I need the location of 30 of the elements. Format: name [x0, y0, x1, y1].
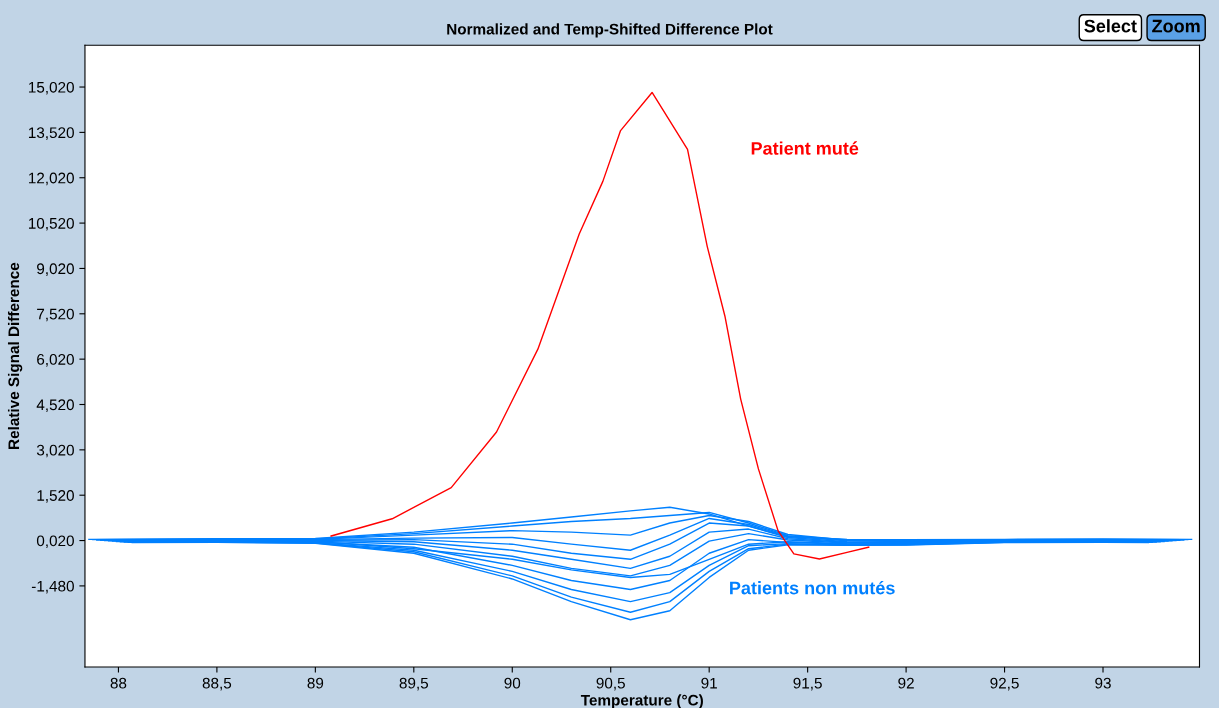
chart-title: Normalized and Temp-Shifted Difference Plot: [447, 23, 773, 38]
y-tick-label: 10,520: [28, 217, 74, 231]
x-tick-label: 93: [1095, 677, 1111, 689]
y-tick-label: 6,020: [37, 354, 74, 367]
series-label: Patients non mutés: [730, 580, 895, 595]
y-tick-label: 15,020: [28, 81, 74, 95]
y-tick-label: -1,480: [31, 580, 74, 594]
y-tick-label: 1,520: [37, 490, 74, 503]
x-axis-title: Temperature (°C): [580, 694, 703, 708]
y-axis-title: Relative Signal Difference: [7, 262, 23, 449]
x-tick-label: 88: [110, 677, 127, 689]
text: Patient muté: [751, 141, 859, 155]
y-tick-label: 12,020: [28, 172, 74, 186]
x-tick-label: 92,5: [990, 677, 1019, 691]
x-tick-label: 92: [898, 677, 914, 689]
x-tick-label: 91,5: [793, 677, 822, 691]
x-tick-label: 89,5: [399, 677, 429, 691]
y-tick-label: 9,020: [37, 263, 74, 276]
y-tick-label: 13,520: [28, 127, 74, 140]
y-tick-label: 4,520: [36, 399, 74, 412]
x-tick-label: 90: [504, 677, 521, 689]
x-tick-label: 89: [307, 677, 324, 689]
y-tick-label: 7,520: [37, 308, 74, 322]
text: Select: [1084, 19, 1137, 33]
text: Zoom: [1152, 19, 1200, 33]
x-tick-label: 91: [701, 677, 717, 689]
x-tick-label: 88,5: [202, 677, 232, 691]
y-tick-label: 0,020: [36, 535, 74, 549]
x-tick-label: 90,5: [596, 677, 625, 691]
y-tick-label: 3,020: [36, 444, 74, 458]
